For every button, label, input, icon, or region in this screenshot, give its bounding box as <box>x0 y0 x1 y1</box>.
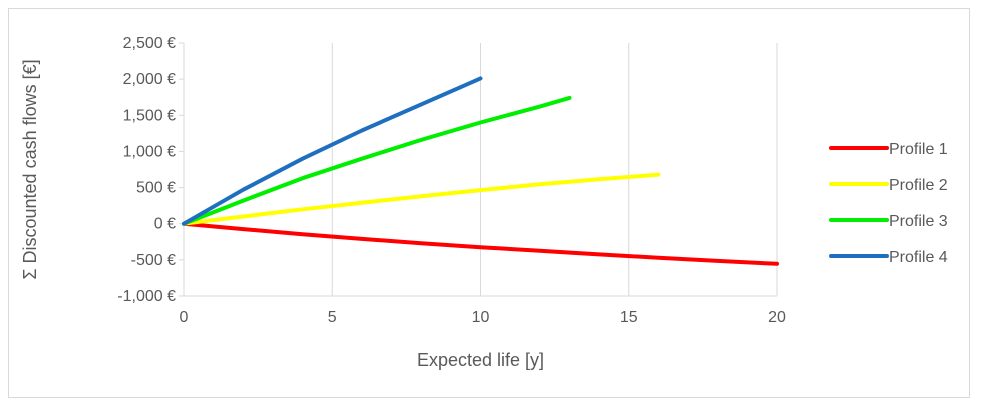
x-tick-label: 5 <box>328 309 337 326</box>
x-tick-label: 15 <box>620 309 638 326</box>
series-lines <box>182 76 779 266</box>
y-tick-label: -500 € <box>131 252 176 269</box>
x-tick-label: 0 <box>180 309 189 326</box>
chart-area: -1,000 € -500 € 0 € 500 € 1,000 € 1,500 € 2,00… <box>8 8 970 398</box>
y-tick-label: 2,500 € <box>123 35 176 52</box>
x-tick-label: 20 <box>768 309 786 326</box>
series-line-profile-1 <box>182 221 779 266</box>
y-tick-label: 0 € <box>154 216 176 233</box>
legend-label-profile-3: Profile 3 <box>889 213 948 230</box>
line-chart: -1,000 € -500 € 0 € 500 € 1,000 € 1,500 € 2,00… <box>20 35 948 370</box>
y-tick-label: 500 € <box>136 180 176 197</box>
axes: -1,000 € -500 € 0 € 500 € 1,000 € 1,500 € 2,00… <box>117 35 786 326</box>
y-tick-label: 1,000 € <box>123 143 176 160</box>
legend-label-profile-1: Profile 1 <box>889 141 948 158</box>
y-axis-title: Σ Discounted cash flows [€] <box>20 59 40 279</box>
y-tick-label: -1,000 € <box>117 288 176 305</box>
series-line-profile-2 <box>182 172 661 226</box>
y-tick-label: 2,000 € <box>123 71 176 88</box>
y-tick-label: 1,500 € <box>123 107 176 124</box>
legend-label-profile-4: Profile 4 <box>889 249 948 266</box>
legend-label-profile-2: Profile 2 <box>889 177 948 194</box>
legend: Profile 1 Profile 2 Profile 3 Profile 4 <box>829 141 948 266</box>
x-tick-label: 10 <box>472 309 490 326</box>
series-line-profile-4 <box>182 76 483 226</box>
gridlines <box>331 43 778 296</box>
series-line-profile-3 <box>182 95 572 226</box>
x-axis-title: Expected life [y] <box>417 350 544 370</box>
